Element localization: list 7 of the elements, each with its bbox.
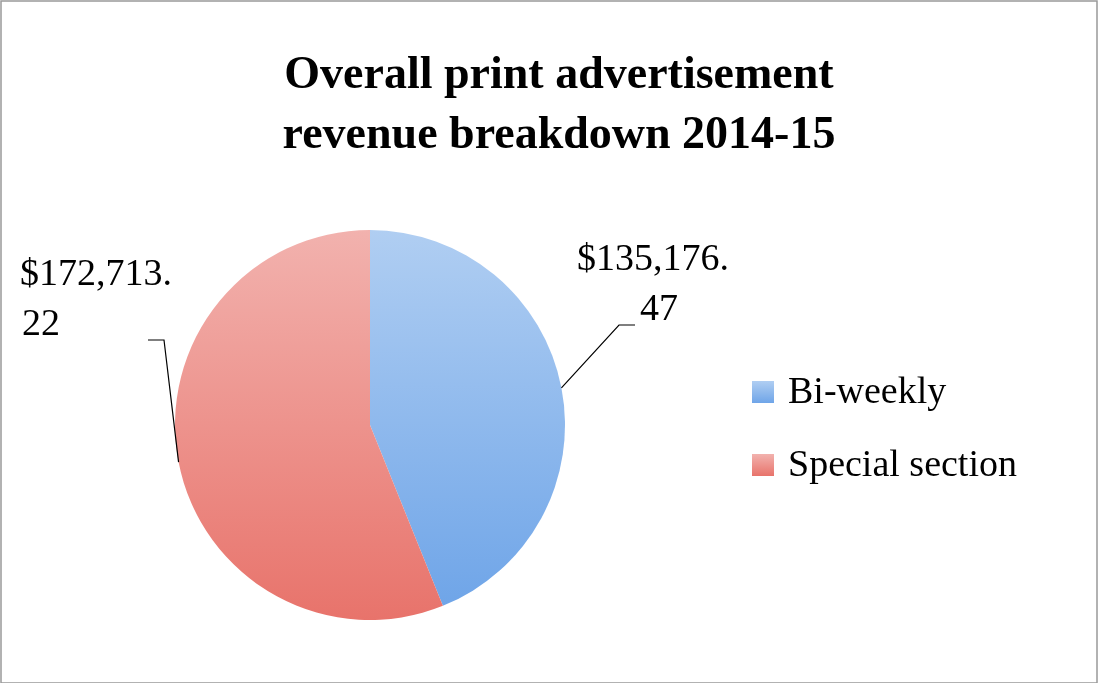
pie-slice <box>175 230 443 620</box>
chart-title: Overall print advertisement revenue breakdown 2014-15 <box>282 47 836 158</box>
legend-label: Bi-weekly <box>788 369 947 411</box>
pie-slice <box>370 230 565 606</box>
data-label: $135,176.47 <box>577 236 729 328</box>
data-label: $172,713.22 <box>20 251 172 343</box>
legend-label: Special section <box>788 442 1017 484</box>
